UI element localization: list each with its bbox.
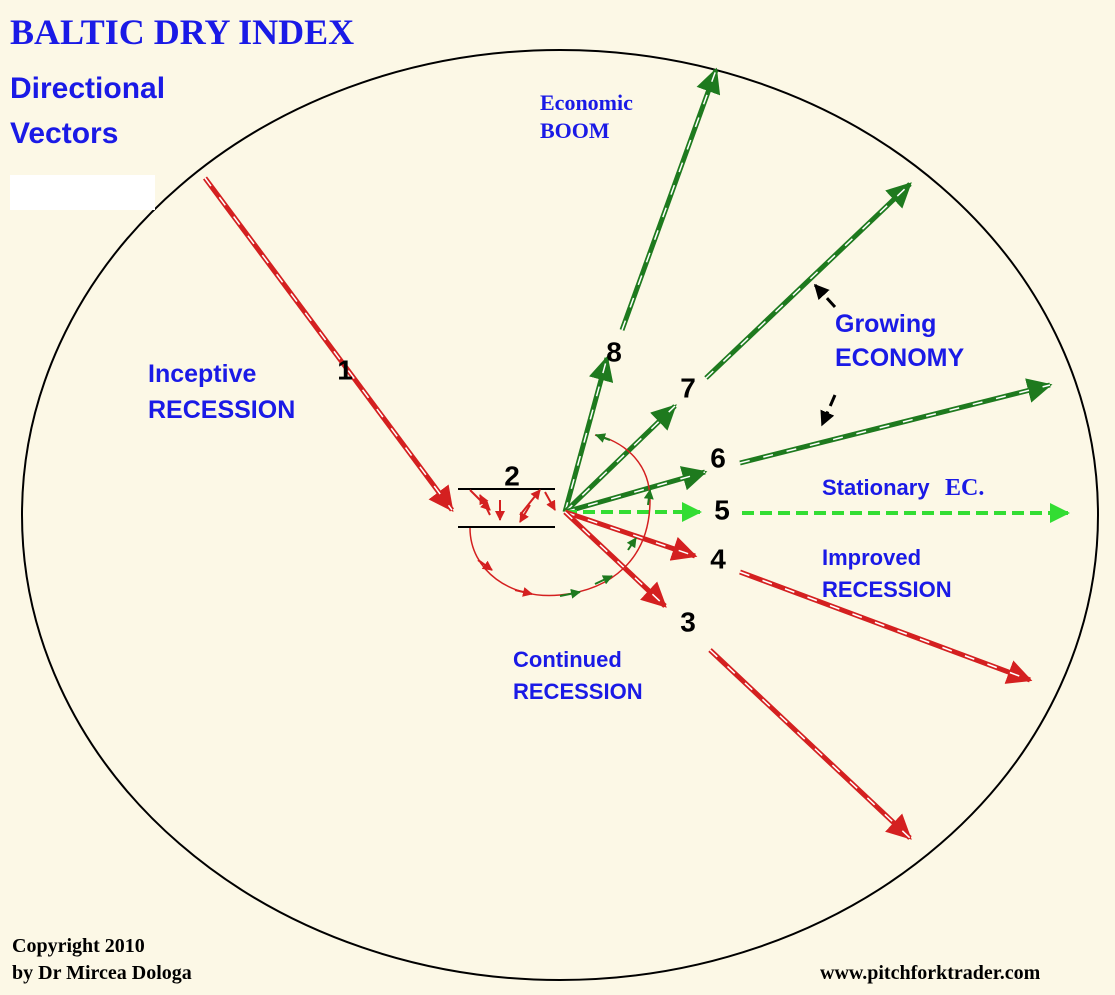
vector-number: 3 <box>680 606 696 637</box>
arrow <box>564 405 676 513</box>
label: BOOM <box>540 118 610 143</box>
arrow <box>559 588 581 599</box>
arrow <box>820 394 837 427</box>
blank-box <box>10 175 155 210</box>
arrow <box>708 648 912 840</box>
vector-number: 1 <box>337 354 353 385</box>
vector-number: 4 <box>710 543 726 574</box>
vector-number: 2 <box>504 460 520 491</box>
arrow <box>704 182 912 380</box>
arrow <box>619 67 721 331</box>
label: RECESSION <box>822 577 952 602</box>
arrow <box>564 471 706 513</box>
arrow <box>204 177 453 511</box>
arrow <box>564 509 698 561</box>
vector-number: 7 <box>680 372 696 403</box>
arrow <box>479 494 491 516</box>
arrows <box>202 67 1070 840</box>
vector-number: 5 <box>714 494 730 525</box>
label: RECESSION <box>513 679 643 704</box>
arrow <box>594 575 613 585</box>
copyright: Copyright 2010 <box>12 935 145 957</box>
arrow <box>564 357 608 513</box>
subtitle: Directional <box>10 72 165 105</box>
label: Continued <box>513 647 622 672</box>
label: Inceptive <box>148 360 256 388</box>
circle <box>21 49 1099 981</box>
label: Growing <box>835 310 936 338</box>
arrow <box>519 489 541 516</box>
arrow <box>813 283 837 309</box>
arrow <box>563 510 667 608</box>
label: Stationary <box>822 475 930 500</box>
arrow <box>595 433 611 443</box>
arrow <box>469 434 651 597</box>
arrow <box>643 489 654 506</box>
arrow <box>544 491 556 511</box>
website: www.pitchforktrader.com <box>820 962 1041 984</box>
arrow <box>519 504 531 523</box>
label: RECESSION <box>148 396 295 424</box>
label: ECONOMY <box>835 344 965 372</box>
label: Economic <box>540 90 633 115</box>
label: EC. <box>945 475 984 501</box>
arrow <box>739 571 1031 681</box>
vector-number: 8 <box>606 336 622 367</box>
copyright: by Dr Mircea Dologa <box>12 962 192 984</box>
arrow <box>626 537 637 551</box>
title: BALTIC DRY INDEX <box>10 12 354 52</box>
arrow <box>514 587 533 597</box>
subtitle: Vectors <box>10 117 118 150</box>
label: Improved <box>822 545 921 570</box>
vector-number: 6 <box>710 442 726 473</box>
arrow <box>477 559 493 571</box>
arrow <box>739 384 1051 464</box>
